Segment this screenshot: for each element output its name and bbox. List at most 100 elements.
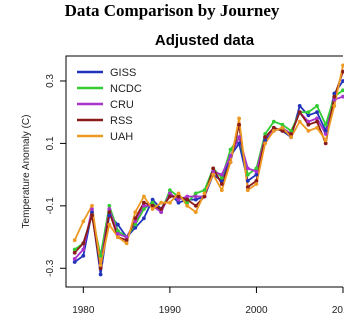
data-point-uah <box>219 188 224 193</box>
data-point-ncdc <box>116 228 120 233</box>
data-point-rss <box>107 210 112 215</box>
data-point-giss <box>323 129 328 133</box>
data-point-uah <box>98 263 103 267</box>
data-point-cru <box>185 194 190 199</box>
data-point-cru <box>142 203 146 208</box>
y-tick-label: -0.1 <box>45 197 56 215</box>
data-point-rss <box>98 266 103 271</box>
data-point-cru <box>306 119 311 124</box>
data-point-giss <box>315 110 319 115</box>
data-point-cru <box>72 257 77 261</box>
y-axis-label: Temperature Anomaly (C) <box>21 115 32 229</box>
data-point-ncdc <box>133 222 138 227</box>
data-point-ncdc <box>254 166 259 171</box>
data-point-cru <box>133 219 138 224</box>
legend-label-rss: RSS <box>110 115 133 127</box>
data-point-cru <box>211 169 216 174</box>
plot-frame <box>65 55 343 288</box>
x-tick-label: 2010 <box>332 305 344 316</box>
data-point-ncdc <box>315 104 319 108</box>
data-point-ncdc <box>107 203 112 208</box>
data-point-ncdc <box>193 191 198 196</box>
data-point-uah <box>332 104 337 108</box>
data-point-rss <box>90 213 94 218</box>
data-point-rss <box>133 216 138 221</box>
data-point-rss <box>124 238 129 243</box>
series-line-uah <box>73 65 344 267</box>
data-point-ncdc <box>323 122 328 127</box>
data-point-ncdc <box>72 247 77 252</box>
data-point-uah <box>159 200 164 205</box>
data-point-rss <box>280 129 285 133</box>
data-point-cru <box>90 207 94 211</box>
data-point-rss <box>323 141 328 146</box>
data-point-cru <box>245 166 250 171</box>
data-point-uah <box>297 119 302 124</box>
data-point-rss <box>245 185 250 190</box>
data-point-uah <box>81 219 86 224</box>
data-point-ncdc <box>168 188 172 193</box>
data-point-giss <box>72 260 77 264</box>
data-point-rss <box>341 69 344 74</box>
data-point-giss <box>150 197 155 202</box>
data-point-uah <box>150 207 155 211</box>
data-point-rss <box>237 122 242 127</box>
data-point-ncdc <box>271 119 276 124</box>
data-point-cru <box>228 154 233 158</box>
data-point-rss <box>150 203 155 208</box>
data-point-uah <box>90 203 94 208</box>
data-point-ncdc <box>289 129 293 133</box>
data-point-uah <box>72 238 77 243</box>
y-tick-label: -0.3 <box>45 259 56 277</box>
data-point-giss <box>341 79 344 83</box>
data-point-ncdc <box>219 175 224 180</box>
data-point-rss <box>202 194 207 199</box>
data-point-giss <box>306 113 311 118</box>
data-point-uah <box>176 191 181 196</box>
data-point-rss <box>289 132 293 136</box>
data-point-ncdc <box>245 172 250 177</box>
data-point-ncdc <box>280 122 285 127</box>
data-point-ncdc <box>263 132 267 136</box>
data-point-rss <box>185 197 190 202</box>
data-point-rss <box>142 200 146 205</box>
data-point-cru <box>237 135 242 140</box>
data-point-uah <box>306 129 311 133</box>
data-point-uah <box>280 125 285 130</box>
data-point-giss <box>245 179 250 183</box>
x-tick-label: 1980 <box>72 305 95 316</box>
data-point-ncdc <box>98 253 103 258</box>
data-point-cru <box>124 235 129 240</box>
y-tick-label: 0.1 <box>45 136 56 150</box>
data-point-uah <box>142 194 146 199</box>
data-point-rss <box>168 194 172 199</box>
data-point-ncdc <box>185 200 190 205</box>
data-point-uah <box>202 191 207 196</box>
x-tick-label: 1990 <box>159 305 182 316</box>
data-point-uah <box>245 188 250 193</box>
data-point-cru <box>341 94 344 99</box>
data-point-giss <box>98 272 103 277</box>
data-point-giss <box>219 179 224 183</box>
data-point-rss <box>81 241 86 246</box>
legend-label-cru: CRU <box>110 99 134 111</box>
data-point-rss <box>193 203 198 208</box>
chart-title: Adjusted data <box>155 32 255 49</box>
data-point-giss <box>332 91 337 96</box>
data-point-ncdc <box>306 110 311 115</box>
data-point-cru <box>219 172 224 177</box>
data-point-uah <box>271 129 276 133</box>
data-point-giss <box>116 222 120 227</box>
data-point-cru <box>193 194 198 199</box>
data-point-giss <box>193 197 198 202</box>
data-point-uah <box>168 200 172 205</box>
data-point-uah <box>254 182 259 186</box>
data-point-uah <box>133 210 138 215</box>
data-point-ncdc <box>228 147 233 152</box>
legend-label-giss: GISS <box>110 67 136 79</box>
data-point-uah <box>228 160 233 165</box>
data-point-uah <box>315 125 319 130</box>
data-point-rss <box>176 194 181 199</box>
